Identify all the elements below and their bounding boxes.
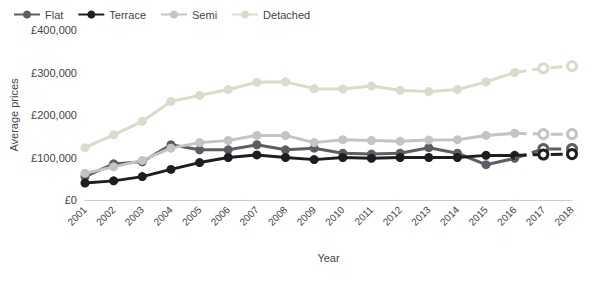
svg-text:2016: 2016 (495, 204, 519, 228)
svg-text:Flat: Flat (45, 9, 63, 21)
svg-text:£400,000: £400,000 (31, 24, 77, 36)
svg-text:2004: 2004 (151, 204, 175, 228)
svg-text:Average prices: Average prices (8, 78, 20, 152)
svg-text:Terrace: Terrace (109, 9, 146, 21)
svg-text:2011: 2011 (352, 204, 375, 227)
svg-text:Detached: Detached (263, 9, 310, 21)
svg-text:2001: 2001 (65, 204, 89, 228)
svg-text:£300,000: £300,000 (31, 67, 77, 79)
svg-text:£100,000: £100,000 (31, 152, 77, 164)
svg-text:2010: 2010 (323, 204, 347, 228)
svg-text:2008: 2008 (266, 204, 290, 228)
svg-text:2005: 2005 (180, 204, 204, 228)
svg-text:2007: 2007 (237, 204, 261, 228)
svg-text:2013: 2013 (409, 204, 433, 228)
svg-text:£200,000: £200,000 (31, 109, 77, 121)
svg-text:2006: 2006 (209, 204, 233, 228)
svg-text:2015: 2015 (466, 204, 490, 228)
svg-text:2014: 2014 (438, 204, 462, 228)
svg-text:2017: 2017 (524, 204, 548, 228)
svg-text:2012: 2012 (381, 204, 405, 228)
svg-text:2018: 2018 (552, 204, 576, 228)
svg-text:2009: 2009 (295, 204, 319, 228)
svg-text:Year: Year (317, 252, 340, 264)
svg-text:2003: 2003 (123, 204, 147, 228)
svg-text:2002: 2002 (94, 204, 118, 228)
svg-text:Semi: Semi (192, 9, 217, 21)
svg-text:£0: £0 (65, 194, 77, 206)
